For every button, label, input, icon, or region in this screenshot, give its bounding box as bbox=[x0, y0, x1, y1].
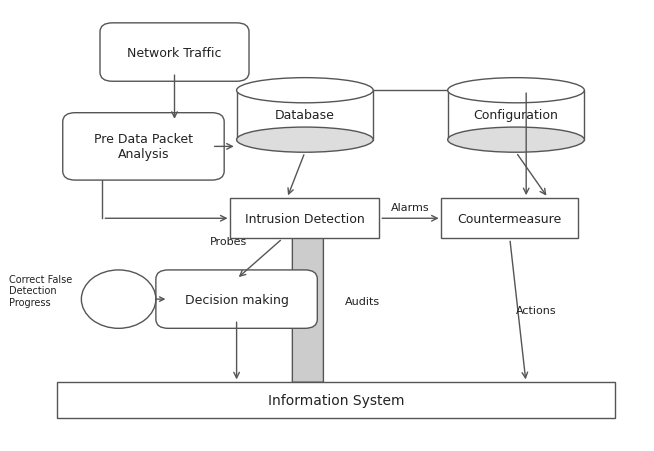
FancyBboxPatch shape bbox=[63, 114, 224, 181]
Text: Alarms: Alarms bbox=[391, 203, 430, 213]
Bar bbox=[448, 91, 584, 140]
Text: Database: Database bbox=[275, 109, 335, 122]
Text: Pre Data Packet
Analysis: Pre Data Packet Analysis bbox=[94, 133, 193, 161]
FancyBboxPatch shape bbox=[100, 24, 249, 82]
Text: Network Traffic: Network Traffic bbox=[128, 46, 222, 60]
Polygon shape bbox=[277, 207, 339, 382]
Text: Audits: Audits bbox=[345, 297, 380, 307]
Ellipse shape bbox=[448, 128, 584, 153]
Ellipse shape bbox=[448, 78, 584, 104]
Text: Decision making: Decision making bbox=[184, 293, 288, 306]
FancyBboxPatch shape bbox=[56, 382, 615, 418]
Text: Countermeasure: Countermeasure bbox=[458, 212, 562, 225]
Text: Information System: Information System bbox=[267, 393, 404, 407]
Text: Configuration: Configuration bbox=[473, 109, 559, 122]
Ellipse shape bbox=[237, 128, 373, 153]
Text: Probes: Probes bbox=[210, 236, 247, 246]
Bar bbox=[237, 91, 373, 140]
FancyBboxPatch shape bbox=[230, 198, 379, 239]
Text: Actions: Actions bbox=[516, 306, 557, 316]
FancyBboxPatch shape bbox=[156, 270, 317, 329]
Text: Intrusion Detection: Intrusion Detection bbox=[245, 212, 365, 225]
Ellipse shape bbox=[237, 78, 373, 104]
FancyBboxPatch shape bbox=[441, 198, 578, 239]
Text: Correct False
Detection
Progress: Correct False Detection Progress bbox=[9, 274, 72, 307]
